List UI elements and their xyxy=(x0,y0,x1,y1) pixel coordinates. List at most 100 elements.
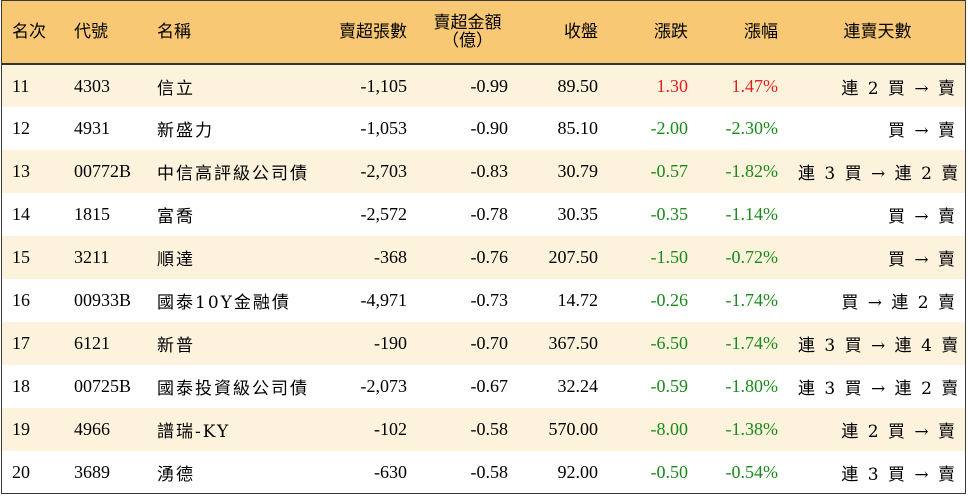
cell-name: 國泰投資級公司債 xyxy=(157,379,309,399)
header-consecutive-days: 連賣天數 xyxy=(843,22,912,42)
cell-net-sell-lots: -4,971 xyxy=(360,290,408,310)
header-net-sell-amount: 賣超金額 （億） xyxy=(417,1,518,64)
cell-code: 3211 xyxy=(74,247,110,267)
cell-change-pct: -1.38% xyxy=(725,419,779,439)
cell-change: -1.50 xyxy=(650,247,689,267)
cell-rank: 11 xyxy=(12,75,30,96)
cell-consecutive-days: 買 → 賣 xyxy=(887,121,957,141)
cell-code: 00772B xyxy=(74,161,132,181)
cell-consecutive-days: 連 3 買 → 賣 xyxy=(841,465,957,485)
cell-name: 湧德 xyxy=(157,465,195,485)
cell-net-sell-lots: -1,105 xyxy=(360,75,408,96)
cell-name: 新普 xyxy=(157,336,195,356)
table-row: 17 6121 新普 -190 -0.70 367.50 -6.50 -1.74% 連 3 買 … xyxy=(2,322,965,365)
cell-code: 4931 xyxy=(74,118,110,138)
cell-net-sell-lots: -368 xyxy=(374,247,407,267)
cell-rank: 15 xyxy=(12,247,30,267)
cell-rank: 20 xyxy=(12,462,30,482)
cell-code: 3689 xyxy=(74,462,110,482)
cell-net-sell-lots: -2,703 xyxy=(360,161,408,181)
header-close: 收盤 xyxy=(564,22,598,42)
cell-code: 4303 xyxy=(74,75,110,96)
table-row: 13 00772B 中信高評級公司債 -2,703 -0.83 30.79 -0.57 -1.… xyxy=(2,150,965,193)
cell-rank: 12 xyxy=(12,118,30,138)
cell-close: 30.35 xyxy=(557,204,599,224)
cell-name: 新盛力 xyxy=(157,121,214,141)
cell-rank: 17 xyxy=(12,333,30,353)
cell-net-sell-lots: -2,572 xyxy=(360,204,408,224)
cell-close: 85.10 xyxy=(557,118,599,138)
header-rank: 名次 xyxy=(12,22,46,42)
cell-net-sell-amount: -0.73 xyxy=(470,290,509,310)
header-net-sell-lots: 賣超張數 xyxy=(339,22,407,42)
table-header-row: 名次 代號 名稱 賣超張數 賣超金額 （億） 收盤 漲跌 漲幅 連賣天數 xyxy=(2,1,965,64)
cell-change: -0.57 xyxy=(650,161,689,181)
cell-change-pct: -1.80% xyxy=(725,376,779,396)
cell-net-sell-lots: -190 xyxy=(374,333,407,353)
cell-name: 順達 xyxy=(157,250,195,270)
cell-net-sell-amount: -0.70 xyxy=(470,333,509,353)
cell-change-pct: 1.47% xyxy=(731,75,779,96)
cell-net-sell-amount: -0.58 xyxy=(470,462,509,482)
cell-net-sell-amount: -0.78 xyxy=(470,204,509,224)
cell-consecutive-days: 連 3 買 → 連 4 賣 xyxy=(798,336,961,356)
cell-consecutive-days: 連 2 買 → 賣 xyxy=(841,422,957,442)
cell-rank: 19 xyxy=(12,419,30,439)
cell-rank: 13 xyxy=(12,161,30,181)
cell-net-sell-lots: -630 xyxy=(374,462,407,482)
cell-change: -2.00 xyxy=(650,118,689,138)
table-row: 15 3211 順達 -368 -0.76 207.50 -1.50 -0.72% 買 → 賣 xyxy=(2,236,965,279)
table-row: 12 4931 新盛力 -1,053 -0.90 85.10 -2.00 -2.30% 買 → … xyxy=(2,107,965,150)
cell-change-pct: -0.54% xyxy=(725,462,779,482)
cell-close: 367.50 xyxy=(548,333,599,353)
cell-change: -8.00 xyxy=(650,419,689,439)
cell-change: -0.35 xyxy=(650,204,689,224)
table-row: 11 4303 信立 -1,105 -0.99 89.50 1.30 1.47% 連 2 買 →… xyxy=(2,64,965,107)
header-change-pct: 漲幅 xyxy=(744,22,778,42)
table-row: 16 00933B 國泰10Y金融債 -4,971 -0.73 14.72 -0.26 -1.… xyxy=(2,279,965,322)
cell-consecutive-days: 連 2 買 → 賣 xyxy=(841,78,957,99)
cell-consecutive-days: 買 → 賣 xyxy=(887,250,957,270)
cell-change: -0.26 xyxy=(650,290,689,310)
cell-rank: 18 xyxy=(12,376,30,396)
cell-change: 1.30 xyxy=(656,75,689,96)
cell-net-sell-amount: -0.83 xyxy=(470,161,509,181)
cell-rank: 16 xyxy=(12,290,30,310)
cell-net-sell-amount: -0.90 xyxy=(470,118,509,138)
cell-consecutive-days: 買 → 賣 xyxy=(887,207,957,227)
cell-net-sell-amount: -0.67 xyxy=(470,376,509,396)
header-net-sell-amount-unit: （億） xyxy=(442,31,493,51)
table-body: 11 4303 信立 -1,105 -0.99 89.50 1.30 1.47% 連 2 買 →… xyxy=(2,64,965,493)
header-net-sell-amount-line1: 賣超金額 xyxy=(433,13,502,33)
cell-close: 32.24 xyxy=(557,376,599,396)
cell-consecutive-days: 連 3 買 → 連 2 賣 xyxy=(798,164,961,184)
cell-change-pct: -1.74% xyxy=(725,333,779,353)
cell-net-sell-amount: -0.99 xyxy=(470,75,509,96)
cell-name: 信立 xyxy=(157,78,195,99)
table-row: 20 3689 湧德 -630 -0.58 92.00 -0.50 -0.54% 連 3 買 →… xyxy=(2,451,965,493)
cell-net-sell-amount: -0.58 xyxy=(470,419,509,439)
cell-code: 00725B xyxy=(74,376,132,396)
cell-change-pct: -1.14% xyxy=(725,204,779,224)
cell-code: 6121 xyxy=(74,333,110,353)
cell-close: 570.00 xyxy=(548,419,599,439)
cell-close: 14.72 xyxy=(557,290,599,310)
cell-change-pct: -1.74% xyxy=(725,290,779,310)
cell-net-sell-lots: -102 xyxy=(374,419,407,439)
cell-net-sell-amount: -0.76 xyxy=(470,247,509,267)
header-name: 名稱 xyxy=(157,22,191,42)
table-row: 18 00725B 國泰投資級公司債 -2,073 -0.67 32.24 -0.59 -1.… xyxy=(2,365,965,408)
cell-consecutive-days: 連 3 買 → 連 2 賣 xyxy=(798,379,961,399)
cell-change-pct: -0.72% xyxy=(725,247,779,267)
table-row: 14 1815 富喬 -2,572 -0.78 30.35 -0.35 -1.14% 買 → 賣 xyxy=(2,193,965,236)
cell-name: 國泰10Y金融債 xyxy=(157,293,291,313)
header-code: 代號 xyxy=(74,22,108,42)
cell-change-pct: -1.82% xyxy=(725,161,779,181)
cell-close: 92.00 xyxy=(557,462,599,482)
cell-consecutive-days: 買 → 連 2 賣 xyxy=(841,293,957,313)
cell-net-sell-lots: -2,073 xyxy=(360,376,408,396)
cell-code: 00933B xyxy=(74,290,132,310)
cell-name: 中信高評級公司債 xyxy=(157,164,309,184)
